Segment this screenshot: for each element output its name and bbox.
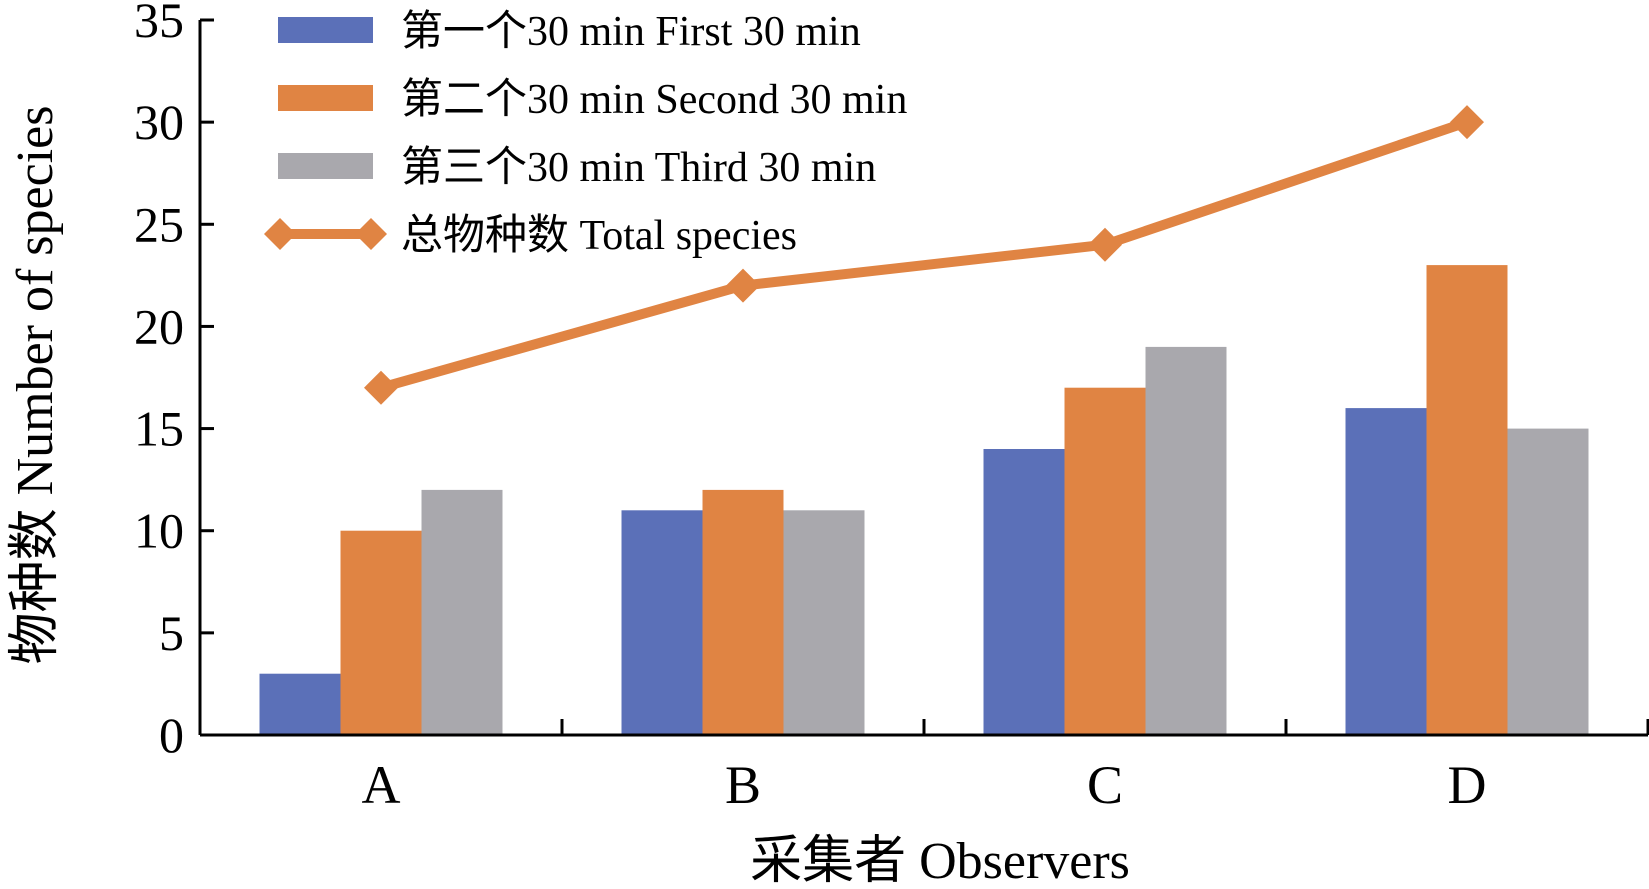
legend-swatch-marker-2: [355, 218, 387, 250]
bar-series-1-D: [1345, 408, 1427, 735]
x-tick-label-D: D: [1448, 755, 1487, 815]
y-tick-label-35: 35: [134, 0, 184, 48]
x-tick-label-A: A: [362, 755, 401, 815]
bar-series-1-A: [259, 673, 341, 735]
y-tick-label-10: 10: [134, 503, 184, 559]
total-species-point-A: [364, 370, 398, 405]
legend-label-1: 第一个30 min First 30 min: [401, 9, 861, 55]
total-species-point-D: [1450, 105, 1484, 140]
y-tick-label-5: 5: [159, 605, 184, 661]
bar-series-2-C: [1064, 387, 1146, 735]
bar-series-3-D: [1507, 428, 1589, 735]
bar-series-3-B: [783, 510, 865, 735]
legend-label-2: 第二个30 min Second 30 min: [401, 77, 907, 123]
legend-swatch-3: [278, 153, 373, 179]
bars-layer: [259, 265, 1589, 735]
total-species-line: [379, 117, 1469, 393]
bar-series-2-B: [702, 489, 784, 735]
bar-series-1-B: [621, 510, 703, 735]
legend-swatch-2: [278, 85, 373, 111]
y-tick-label-25: 25: [134, 196, 184, 252]
y-tick-label-20: 20: [134, 298, 184, 354]
bar-series-3-C: [1145, 346, 1227, 735]
legend-label-3: 第三个30 min Third 30 min: [401, 145, 876, 191]
x-tick-label-B: B: [725, 755, 761, 815]
legend-swatch-1: [278, 17, 373, 43]
y-ticks: 0 5 10 15 20 25 30 35: [134, 0, 214, 763]
total-species-point-B: [726, 268, 760, 303]
x-ticks: A B C D: [362, 719, 1649, 815]
y-tick-label-0: 0: [159, 707, 184, 763]
total-species-point-C: [1088, 227, 1122, 262]
bar-series-3-A: [421, 489, 503, 735]
x-axis-label: 采集者 Observers: [750, 833, 1130, 889]
bar-series-1-C: [983, 449, 1065, 735]
y-tick-label-15: 15: [134, 401, 184, 457]
x-tick-label-C: C: [1087, 755, 1123, 815]
bar-series-2-A: [340, 530, 422, 735]
y-tick-label-30: 30: [134, 94, 184, 150]
legend-label-4: 总物种数 Total species: [401, 213, 797, 259]
y-axis-label: 物种数 Number of species: [7, 106, 64, 665]
bar-series-2-D: [1426, 265, 1508, 735]
legend-swatch-marker-1: [264, 218, 296, 250]
total-line-layer: [364, 105, 1484, 405]
legend: 第一个30 min First 30 min 第二个30 min Second 3…: [264, 9, 907, 259]
